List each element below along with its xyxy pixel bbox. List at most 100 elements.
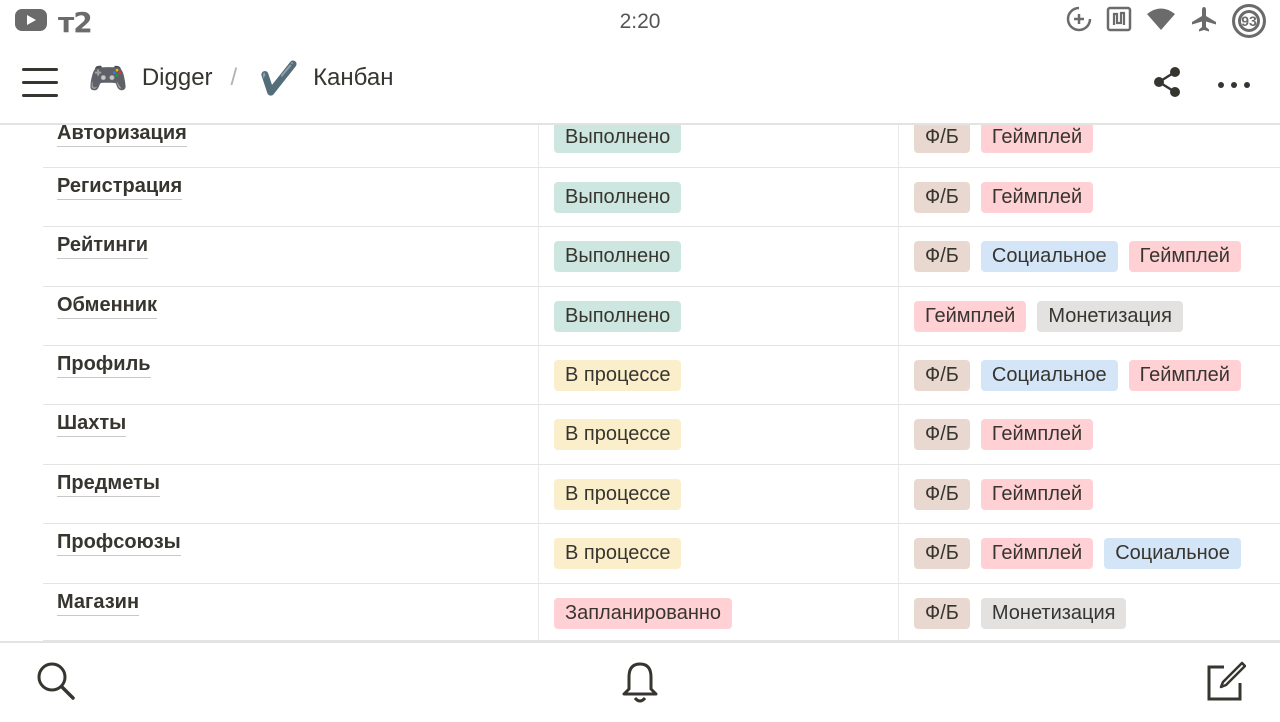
- share-icon[interactable]: [1152, 66, 1182, 103]
- tag-badge[interactable]: Социальное: [1104, 538, 1241, 569]
- row-divider: [43, 226, 1280, 227]
- tag-badge[interactable]: Геймплей: [980, 419, 1094, 450]
- tag-badge[interactable]: Ф/Б: [914, 598, 970, 629]
- status-badge[interactable]: Запланированно: [554, 598, 733, 629]
- status-cell: Запланированно: [554, 598, 733, 629]
- status-bar-right: 93: [1066, 4, 1266, 38]
- status-cell: В процессе: [554, 419, 682, 450]
- status-badge[interactable]: Выполнено: [554, 301, 682, 332]
- row-divider: [43, 464, 1280, 465]
- more-icon[interactable]: [1218, 74, 1250, 96]
- status-cell: Выполнено: [554, 301, 682, 332]
- table-row[interactable]: Авторизация Выполнено Ф/Б Геймплей: [0, 125, 1280, 168]
- status-time: 2:20: [619, 10, 661, 33]
- tag-badge[interactable]: Ф/Б: [914, 479, 970, 510]
- status-cell: В процессе: [554, 538, 682, 569]
- tags-cell: Ф/Б Геймплей: [914, 479, 1094, 510]
- table-row[interactable]: Обменник Выполнено Геймплей Монетизация: [0, 287, 1280, 346]
- tags-cell: Ф/Б Геймплей Социальное: [914, 538, 1241, 569]
- tag-badge[interactable]: Ф/Б: [914, 419, 970, 450]
- tag-badge[interactable]: Ф/Б: [914, 538, 970, 569]
- table-row[interactable]: Профиль В процессе Ф/Б Социальное Геймплей: [0, 346, 1280, 405]
- data-saver-icon: [1066, 6, 1092, 37]
- row-title[interactable]: Магазин: [57, 590, 140, 616]
- status-cell: Выполнено: [554, 125, 682, 153]
- breadcrumb-digger[interactable]: 🎮 Digger: [88, 62, 213, 94]
- table-row[interactable]: Шахты В процессе Ф/Б Геймплей: [0, 405, 1280, 465]
- menu-icon[interactable]: [22, 68, 58, 100]
- tags-cell: Ф/Б Социальное Геймплей: [914, 241, 1241, 272]
- row-title[interactable]: Авторизация: [57, 125, 187, 147]
- status-badge[interactable]: В процессе: [554, 538, 682, 569]
- carrier-label: т2: [58, 6, 93, 39]
- table-row[interactable]: Регистрация Выполнено Ф/Б Геймплей: [0, 168, 1280, 227]
- tag-badge[interactable]: Геймплей: [980, 479, 1094, 510]
- tag-badge[interactable]: Ф/Б: [914, 241, 970, 272]
- breadcrumb-separator: /: [230, 64, 238, 91]
- tags-cell: Ф/Б Геймплей: [914, 419, 1094, 450]
- wifi-icon: [1146, 7, 1176, 36]
- row-divider: [43, 523, 1280, 524]
- compose-icon[interactable]: [1204, 661, 1247, 708]
- status-badge[interactable]: Выполнено: [554, 182, 682, 213]
- column-divider: [538, 125, 539, 641]
- table-row[interactable]: Магазин Запланированно Ф/Б Монетизация: [0, 584, 1280, 641]
- tag-badge[interactable]: Социальное: [980, 241, 1118, 272]
- column-divider: [898, 125, 899, 641]
- status-cell: В процессе: [554, 360, 682, 391]
- status-cell: В процессе: [554, 479, 682, 510]
- table-row[interactable]: Профсоюзы В процессе Ф/Б Геймплей Социальное: [0, 524, 1280, 584]
- tag-badge[interactable]: Геймплей: [980, 182, 1094, 213]
- tag-badge[interactable]: Геймплей: [1128, 360, 1241, 391]
- tag-badge[interactable]: Монетизация: [1037, 301, 1183, 332]
- status-badge[interactable]: Выполнено: [554, 241, 682, 272]
- row-divider: [43, 404, 1280, 405]
- status-cell: Выполнено: [554, 182, 682, 213]
- row-divider: [43, 286, 1280, 287]
- tag-badge[interactable]: Геймплей: [914, 301, 1027, 332]
- bell-icon[interactable]: [620, 661, 660, 710]
- row-title[interactable]: Профсоюзы: [57, 530, 181, 556]
- bottom-bar: [0, 641, 1280, 722]
- status-badge[interactable]: Выполнено: [554, 125, 682, 153]
- tag-badge[interactable]: Геймплей: [1128, 241, 1241, 272]
- breadcrumb-label: Канбан: [313, 64, 394, 91]
- header-actions: [1152, 66, 1250, 103]
- tag-badge[interactable]: Геймплей: [980, 125, 1094, 153]
- tag-badge[interactable]: Ф/Б: [914, 360, 970, 391]
- status-badge[interactable]: В процессе: [554, 419, 682, 450]
- gamepad-icon: 🎮: [88, 60, 128, 96]
- breadcrumb: 🎮 Digger / ✔️ Канбан: [88, 62, 393, 94]
- row-divider: [43, 583, 1280, 584]
- row-title[interactable]: Рейтинги: [57, 233, 149, 259]
- tag-badge[interactable]: Социальное: [980, 360, 1118, 391]
- status-badge[interactable]: В процессе: [554, 360, 682, 391]
- tag-badge[interactable]: Ф/Б: [914, 125, 970, 153]
- tags-cell: Геймплей Монетизация: [914, 301, 1183, 332]
- tag-badge[interactable]: Геймплей: [980, 538, 1094, 569]
- row-divider: [43, 640, 1280, 641]
- table-row[interactable]: Рейтинги Выполнено Ф/Б Социальное Геймплей: [0, 227, 1280, 287]
- tag-badge[interactable]: Монетизация: [980, 598, 1127, 629]
- row-title[interactable]: Предметы: [57, 471, 160, 497]
- row-title[interactable]: Шахты: [57, 411, 127, 437]
- checkmark-icon: ✔️: [259, 60, 300, 96]
- tag-badge[interactable]: Ф/Б: [914, 182, 970, 213]
- nfc-icon: [1106, 6, 1132, 37]
- breadcrumb-label: Digger: [141, 64, 213, 91]
- airplane-icon: [1190, 5, 1218, 38]
- tags-cell: Ф/Б Геймплей: [914, 125, 1094, 153]
- table-row[interactable]: Предметы В процессе Ф/Б Геймплей: [0, 465, 1280, 524]
- search-icon[interactable]: [36, 661, 76, 706]
- status-badge[interactable]: В процессе: [554, 479, 682, 510]
- row-divider: [43, 167, 1280, 168]
- row-title[interactable]: Регистрация: [57, 174, 183, 200]
- breadcrumb-kanban[interactable]: ✔️ Канбан: [259, 62, 393, 94]
- status-bar: т2 2:20 93: [0, 0, 1280, 44]
- youtube-icon: [14, 7, 48, 38]
- tags-cell: Ф/Б Социальное Геймплей: [914, 360, 1241, 391]
- row-title[interactable]: Профиль: [57, 352, 151, 378]
- tags-cell: Ф/Б Геймплей: [914, 182, 1094, 213]
- row-title[interactable]: Обменник: [57, 293, 158, 319]
- row-divider: [43, 345, 1280, 346]
